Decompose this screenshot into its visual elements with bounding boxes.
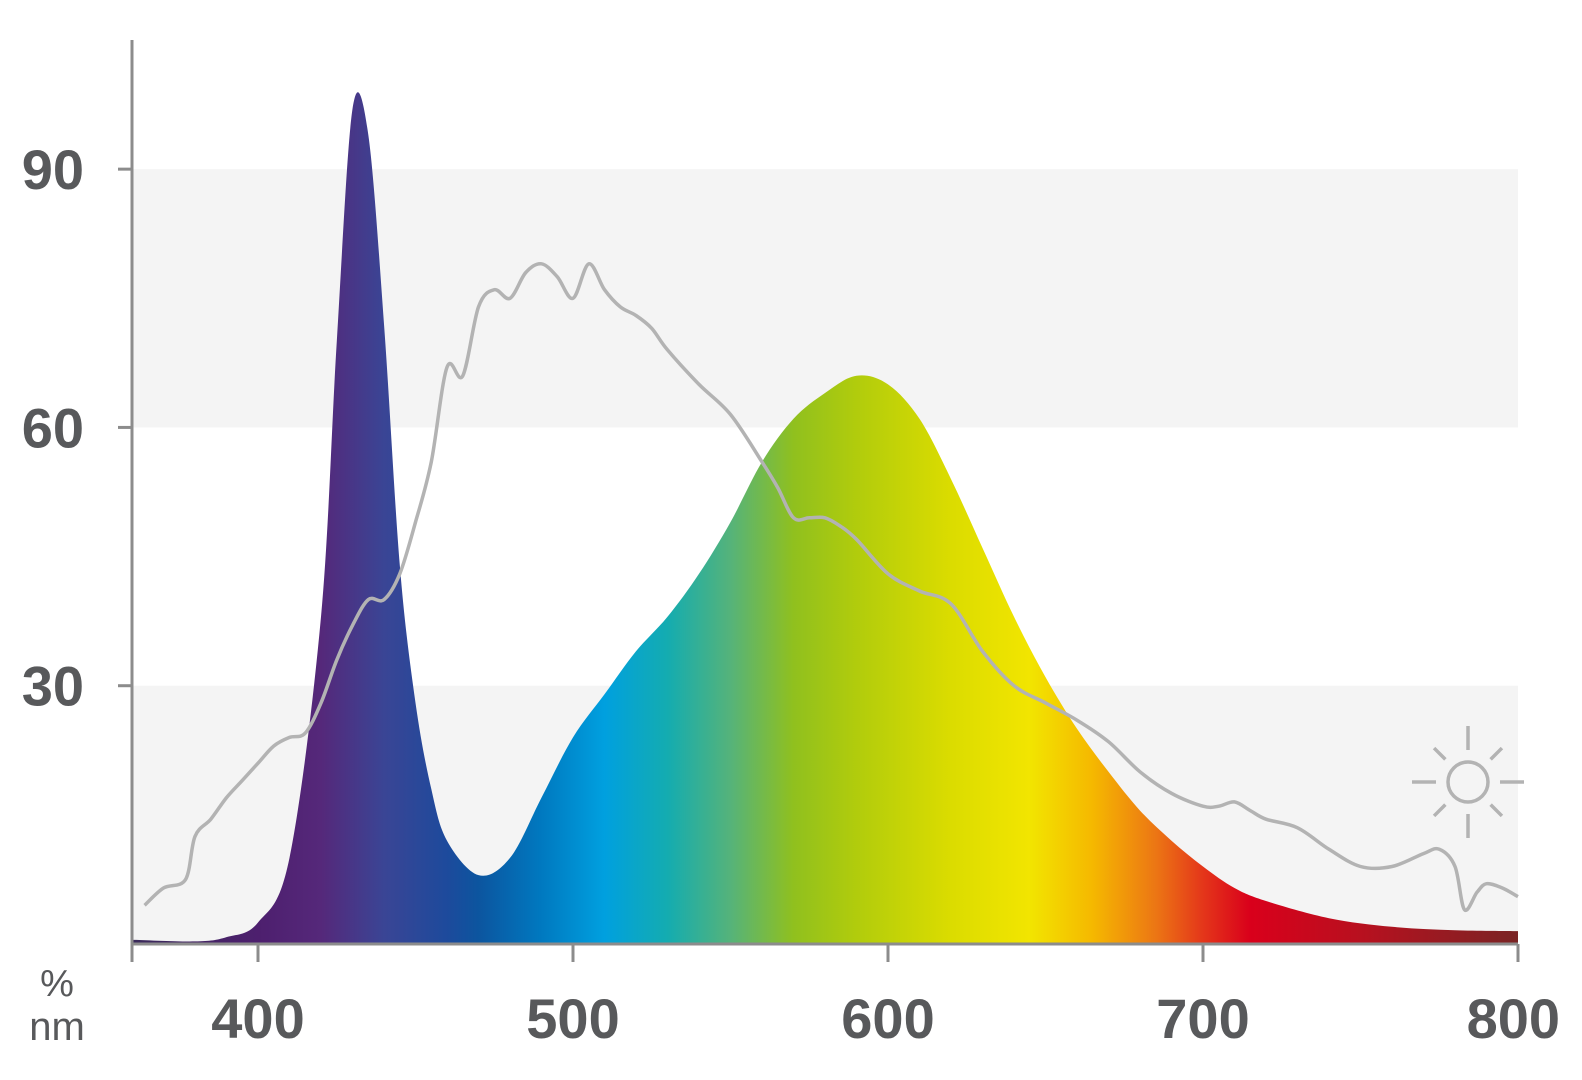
- sun-icon: [1412, 726, 1524, 838]
- x-axis-unit-label: nm: [29, 1005, 85, 1049]
- y-axis-unit-label: %: [40, 963, 74, 1005]
- sunlight-line-series: [143, 261, 1519, 913]
- y-tick-label-90: 90: [22, 138, 84, 201]
- y-tick-label-60: 60: [22, 396, 84, 459]
- x-tick-label-600: 600: [841, 987, 934, 1050]
- x-tick-label-800: 800: [1467, 987, 1560, 1050]
- y-tick-label-30: 30: [22, 655, 84, 718]
- axes: [130, 40, 1518, 962]
- x-tick-label-500: 500: [526, 987, 619, 1050]
- ticks: [118, 167, 1520, 962]
- x-tick-label-700: 700: [1156, 987, 1249, 1050]
- tick-labels: 400 500 600 700 800 30 60 90: [22, 138, 1560, 1050]
- x-tick-label-400: 400: [211, 987, 304, 1050]
- sunlight-line: [143, 261, 1519, 913]
